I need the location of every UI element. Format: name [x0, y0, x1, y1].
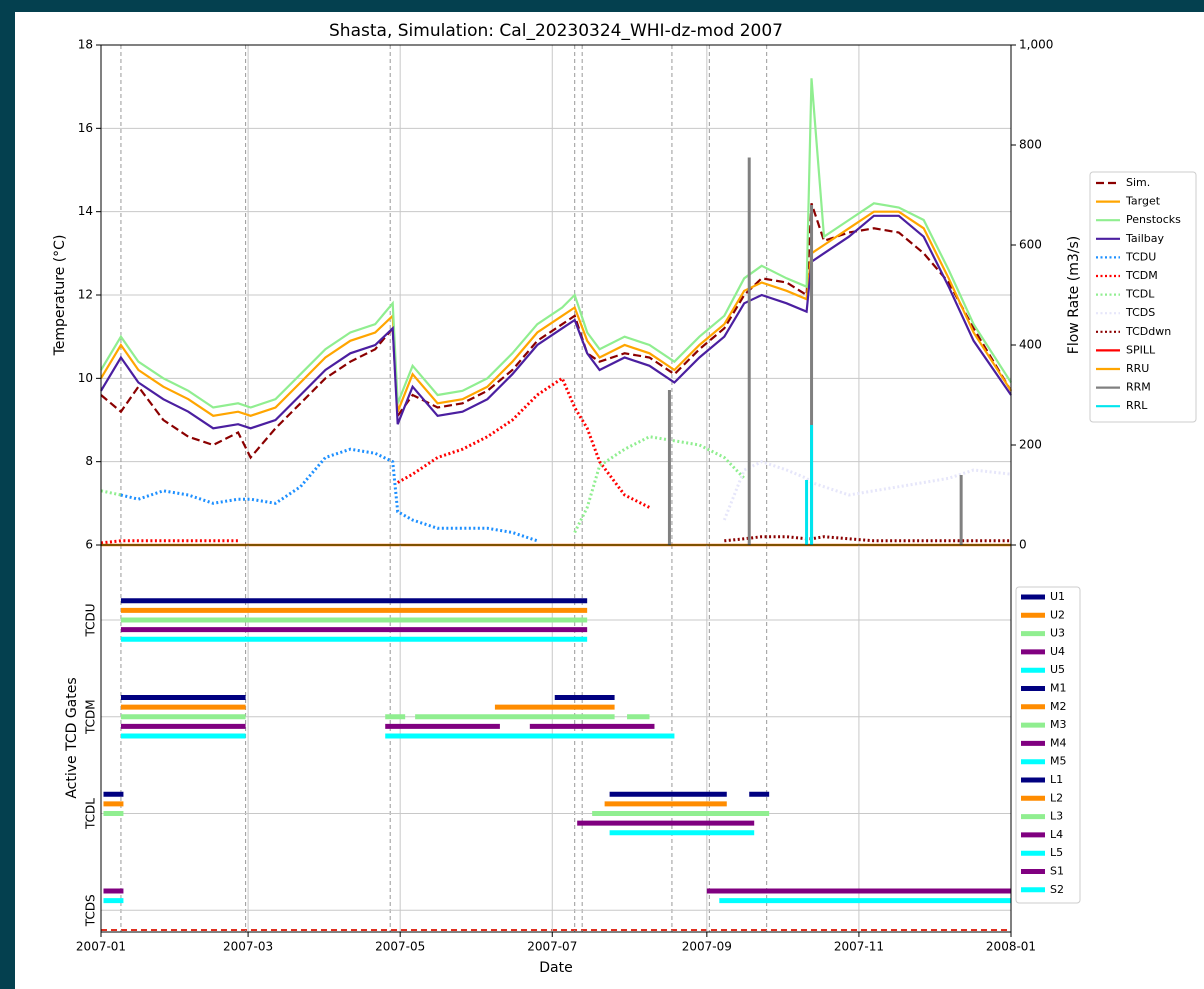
y-category-label: TCDM [84, 699, 98, 735]
legend-label: Sim. [1126, 176, 1150, 189]
y2-axis-label: Flow Rate (m3/s) [1066, 236, 1082, 354]
y-tick-label: 8 [85, 454, 93, 468]
legend-label: U2 [1050, 608, 1065, 621]
series-line [100, 202, 1012, 460]
legend-label: L5 [1050, 846, 1063, 859]
legend-box [1015, 586, 1081, 904]
legend-label: M1 [1050, 682, 1067, 695]
legend-label: Penstocks [1126, 213, 1181, 226]
legend-label: M4 [1050, 736, 1067, 749]
x-tick-label: 2007-01 [76, 940, 126, 954]
y-axis-label: Temperature (°C) [52, 235, 68, 357]
legend-label: L2 [1050, 791, 1063, 804]
y2-tick-label: 1,000 [1019, 38, 1053, 52]
x-tick-label: 2007-09 [682, 940, 732, 954]
y-axis-label: Active TCD Gates [64, 677, 80, 798]
y-tick-label: 14 [78, 204, 93, 218]
x-tick-label: 2008-01 [986, 940, 1036, 954]
y-tick-label: 10 [78, 371, 93, 385]
legend-label: SPILL [1126, 343, 1156, 356]
legend-label: TCDU [1125, 250, 1156, 263]
series-line [100, 210, 1012, 417]
y2-tick-label: 0 [1019, 538, 1027, 552]
series-line [100, 78, 1012, 409]
legend-label: S1 [1050, 865, 1064, 878]
x-axis-label: Date [539, 960, 572, 976]
figure-background [15, 12, 1204, 989]
legend-label: U4 [1050, 645, 1065, 658]
legend-label: M5 [1050, 755, 1067, 768]
legend-label: U5 [1050, 663, 1065, 676]
legend-label: U1 [1050, 590, 1065, 603]
y-tick-label: 6 [85, 538, 93, 552]
legend-label: M2 [1050, 700, 1067, 713]
chart-title: Shasta, Simulation: Cal_20230324_WHI-dz-… [329, 21, 783, 41]
legend-label: L3 [1050, 810, 1063, 823]
legend-label: RRU [1126, 362, 1149, 375]
legend-label: Tailbay [1125, 232, 1164, 245]
legend-label: L1 [1050, 773, 1063, 786]
x-tick-label: 2007-11 [834, 940, 884, 954]
legend-label: TCDL [1125, 288, 1155, 301]
legend-label: Target [1125, 195, 1161, 208]
y-tick-label: 12 [78, 288, 93, 302]
legend-label: TCDdwn [1125, 325, 1171, 338]
y2-tick-label: 800 [1019, 138, 1042, 152]
y-tick-label: 16 [78, 121, 93, 135]
y-category-label: TCDL [84, 798, 98, 830]
legend-label: RRM [1126, 381, 1151, 394]
series-line [722, 460, 1012, 521]
series-line [100, 435, 746, 534]
legend-label: L4 [1050, 828, 1063, 841]
y2-tick-label: 600 [1019, 238, 1042, 252]
series-line [724, 535, 1011, 543]
y2-tick-label: 200 [1019, 438, 1042, 452]
legend-label: S2 [1050, 883, 1064, 896]
legend-label: RRL [1126, 399, 1148, 412]
y-tick-label: 18 [78, 38, 93, 52]
legend-box [1089, 171, 1197, 423]
legend-label: U3 [1050, 627, 1065, 640]
x-tick-label: 2007-07 [527, 940, 577, 954]
y2-tick-label: 400 [1019, 338, 1042, 352]
x-tick-label: 2007-03 [223, 940, 273, 954]
series-line [100, 376, 651, 545]
legend-label: TCDS [1125, 306, 1155, 319]
y-category-label: TCDU [84, 603, 98, 637]
series-line [120, 447, 538, 543]
y-category-label: TCDS [84, 894, 98, 927]
legend-label: M3 [1050, 718, 1067, 731]
legend-label: TCDM [1125, 269, 1158, 282]
x-tick-label: 2007-05 [375, 940, 425, 954]
series-line [100, 214, 1012, 430]
plot-frame [100, 544, 1012, 933]
